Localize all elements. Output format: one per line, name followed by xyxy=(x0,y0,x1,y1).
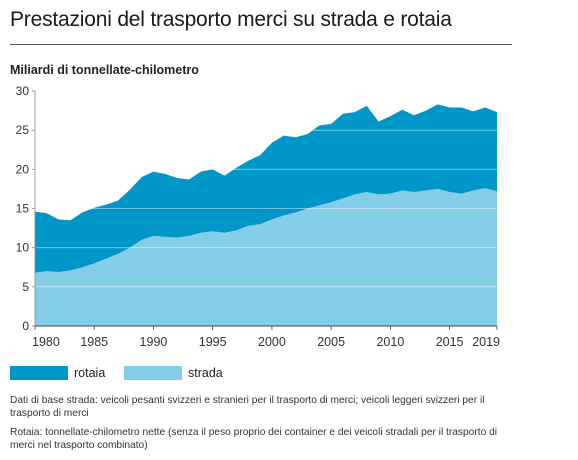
title-divider xyxy=(10,44,512,45)
x-tick-label-2015: 2015 xyxy=(436,335,464,349)
x-tick-label-1980: 1980 xyxy=(32,335,60,349)
y-tick-label-25: 25 xyxy=(16,123,30,137)
x-tick-label-2000: 2000 xyxy=(258,335,286,349)
legend: rotaia strada xyxy=(10,366,310,380)
x-tick-labels: 1980 1985 1990 1995 2000 2005 2010 2015 2019 xyxy=(32,326,500,349)
legend-label-strada: strada xyxy=(188,366,223,380)
x-tick-label-1990: 1990 xyxy=(140,335,168,349)
unit-label: Miliardi di tonnellate-chilometro xyxy=(10,63,199,77)
legend-label-rotaia: rotaia xyxy=(74,366,106,380)
area-chart: 0 5 10 15 20 25 30 1980 1985 1990 1995 2000 2005 201… xyxy=(16,84,500,349)
y-tick-label-20: 20 xyxy=(16,162,30,176)
y-tick-label-15: 15 xyxy=(16,202,30,216)
y-tick-label-10: 10 xyxy=(16,241,30,255)
y-tick-label-5: 5 xyxy=(22,280,29,294)
y-tick-label-30: 30 xyxy=(16,84,30,98)
x-tick-label-1995: 1995 xyxy=(199,335,227,349)
y-tick-labels: 0 5 10 15 20 25 30 xyxy=(16,84,35,333)
legend-swatch-rotaia xyxy=(10,366,68,380)
chart-title: Prestazioni del trasporto merci su strad… xyxy=(10,8,452,31)
x-tick-label-2019: 2019 xyxy=(472,335,500,349)
series-layer xyxy=(35,104,497,326)
x-tick-label-2010: 2010 xyxy=(376,335,404,349)
legend-swatch-strada xyxy=(124,366,182,380)
y-tick-label-0: 0 xyxy=(22,319,29,333)
x-tick-label-2005: 2005 xyxy=(317,335,345,349)
series-area-rotaia xyxy=(35,104,497,273)
footnote-rotaia: Rotaia: tonnellate-chilometro nette (sen… xyxy=(10,427,497,451)
x-tick-label-1985: 1985 xyxy=(80,335,108,349)
series-area-strada xyxy=(35,188,497,326)
footnote-strada: Dati di base strada: veicoli pesanti svi… xyxy=(10,395,485,419)
